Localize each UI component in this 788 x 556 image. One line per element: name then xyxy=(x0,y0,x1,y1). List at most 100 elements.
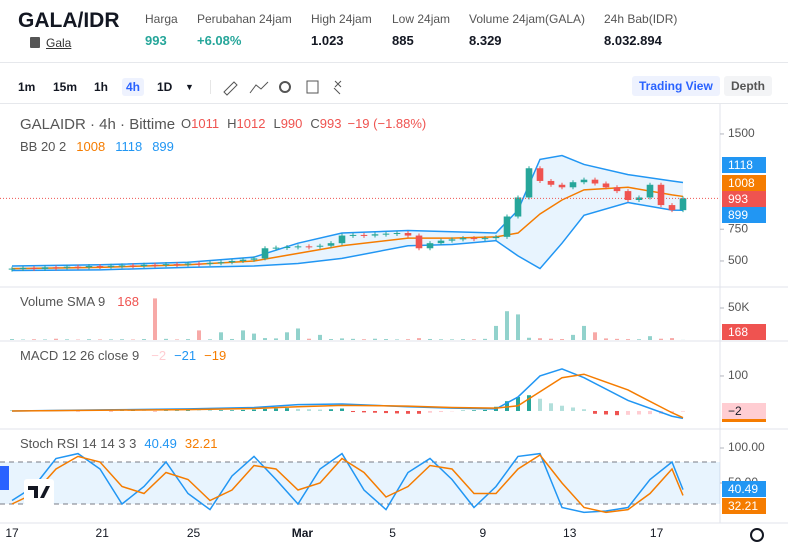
interval-menu[interactable]: ▼ xyxy=(185,82,194,92)
stat-value: 8.032.894 xyxy=(604,33,662,48)
volume-bar xyxy=(648,336,652,340)
volume-bar xyxy=(230,338,234,340)
candle xyxy=(184,263,192,265)
macd-hist xyxy=(560,405,564,411)
candle xyxy=(162,264,170,266)
view-tab[interactable]: Trading View xyxy=(632,76,720,96)
y-tick-label: 100.00 xyxy=(728,440,765,454)
candle xyxy=(349,234,357,236)
series-line xyxy=(11,453,684,514)
volume-bar xyxy=(472,339,476,340)
hist-value: −2 xyxy=(151,348,166,363)
macd-hist xyxy=(395,410,399,414)
candle xyxy=(426,243,434,249)
volume-bar xyxy=(395,339,399,340)
candle xyxy=(41,267,49,269)
bb-basis-label: 1008 xyxy=(728,176,755,190)
macd-hist xyxy=(406,410,410,414)
candle xyxy=(19,267,27,269)
x-tick-label: Mar xyxy=(292,526,314,540)
candle xyxy=(283,246,291,248)
candle xyxy=(602,183,610,188)
collapse-tab xyxy=(0,466,9,490)
y-tick-label: 1500 xyxy=(728,126,755,140)
series-line xyxy=(11,373,684,419)
macd-hist xyxy=(571,407,575,411)
candle xyxy=(140,264,148,267)
macd-hist xyxy=(219,410,223,411)
coin-link[interactable]: Gala xyxy=(46,36,72,50)
volume-bar xyxy=(340,338,344,340)
macd-hist xyxy=(428,410,432,413)
macd-hist xyxy=(329,409,333,411)
volume-bar xyxy=(208,339,212,340)
candle xyxy=(360,234,368,236)
macd-hist xyxy=(384,410,388,414)
interval[interactable]: 1h xyxy=(94,80,109,94)
candle xyxy=(525,168,533,198)
candle xyxy=(316,245,324,247)
candle xyxy=(646,184,654,198)
candle xyxy=(382,233,390,235)
bb-lower-label-bg xyxy=(722,207,766,223)
last-price-label: 993 xyxy=(728,192,748,206)
candle xyxy=(327,243,335,246)
macd-hist xyxy=(637,410,641,415)
candle xyxy=(63,266,71,268)
volume-bar xyxy=(98,339,102,340)
interval[interactable]: 4h xyxy=(122,78,145,96)
bb-upper-label: 1118 xyxy=(728,158,753,172)
settings[interactable] xyxy=(750,528,764,542)
hist-label: −2 xyxy=(728,404,742,418)
volume-bar xyxy=(450,339,454,340)
candle xyxy=(492,236,500,239)
interval[interactable]: 1m xyxy=(18,80,36,94)
coin-icon xyxy=(30,37,40,48)
candle xyxy=(668,205,676,211)
stat-value: +6.08% xyxy=(197,33,242,48)
interval[interactable]: 1D xyxy=(157,80,173,94)
bb-value: 1118 xyxy=(115,139,142,154)
macd-hist xyxy=(483,409,487,411)
candle xyxy=(206,262,214,264)
d-label: 32.21 xyxy=(728,499,758,513)
macd-hist xyxy=(230,410,234,411)
volume-bar xyxy=(505,311,509,340)
symbol: GALAIDR · 4h · Bittime xyxy=(20,116,175,133)
bb-basis-label-bg xyxy=(722,175,766,191)
candle xyxy=(569,182,577,188)
indicator: Volume SMA 9 xyxy=(20,294,105,309)
macd-hist xyxy=(241,409,245,411)
stat-label: 24h Bab(IDR) xyxy=(604,12,678,26)
candle xyxy=(415,235,423,249)
chart: 500 750 1500 1118 1008 993 899 17 21 25 Mar 5 9 13 17 G… xyxy=(0,104,788,542)
stat-value: 993 xyxy=(145,33,167,48)
volume-bar xyxy=(571,334,575,340)
stat-label: Low 24jam xyxy=(392,12,451,26)
candle xyxy=(459,238,467,240)
volume-bar xyxy=(560,339,564,340)
candle xyxy=(107,265,115,267)
volume-bar xyxy=(516,314,520,340)
macd-hist xyxy=(615,410,619,416)
ohlc-key: C xyxy=(310,116,319,131)
candle xyxy=(371,234,379,236)
candle xyxy=(173,264,181,266)
bb-fill xyxy=(12,155,683,271)
volume-bar xyxy=(593,332,597,340)
macd-hist xyxy=(648,410,652,415)
macd-hist xyxy=(373,410,377,413)
candle xyxy=(558,184,566,188)
volume-bar xyxy=(241,330,245,340)
volume-label: 168 xyxy=(728,325,748,339)
interval[interactable]: 15m xyxy=(53,80,78,94)
volume-bar xyxy=(252,333,256,340)
bb-value: 899 xyxy=(152,139,174,154)
volume-bar xyxy=(197,330,201,340)
view-tab[interactable]: Depth xyxy=(724,76,772,96)
candle xyxy=(547,180,555,185)
market-header: GALA/IDR Gala Harga 993 Perubahan 24jam +6.… xyxy=(0,0,788,63)
x-tick-label: 21 xyxy=(96,526,110,540)
x-tick-label: 17 xyxy=(650,526,664,540)
